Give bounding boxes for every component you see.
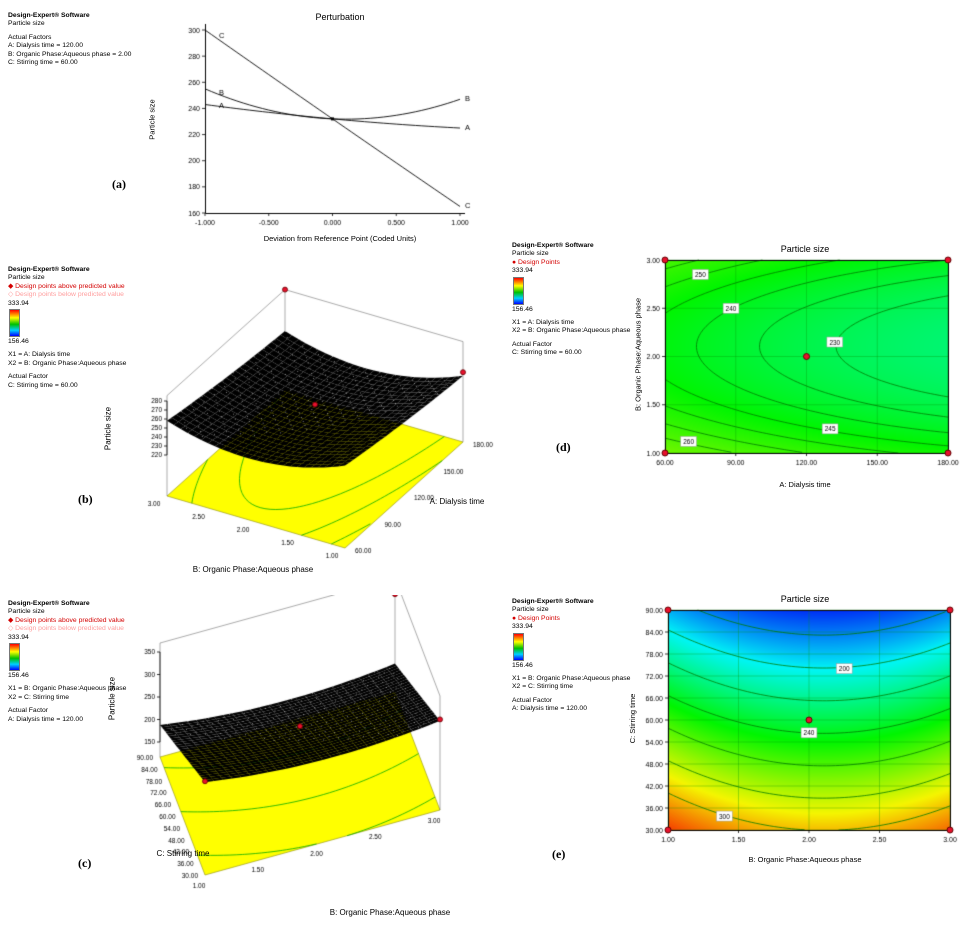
- legend-line: X1 = A: Dialysis time: [512, 319, 575, 327]
- legend-line: ● Design Points: [512, 614, 560, 622]
- legend-line: 156.46: [8, 338, 29, 346]
- x2-axis-label-surface-b: B: Organic Phase:Aqueous phase: [192, 565, 314, 574]
- panel-label-a: (a): [112, 177, 126, 191]
- legend-line: Design-Expert® Software: [8, 600, 90, 607]
- legend-line: ◇ Design points below predicted value: [8, 625, 124, 633]
- legend-line: Particle size: [8, 608, 45, 616]
- legend-line: 333.94: [8, 633, 29, 641]
- legend-line: X1 = A: Dialysis time: [8, 351, 71, 359]
- legend-line: C: Stirring time = 60.00: [8, 381, 78, 389]
- legend-panel-b: Design-Expert® Software Particle size ◆ De…: [8, 266, 193, 390]
- y-axis-label-contour-d: B: Organic Phase:Aqueous phase: [633, 298, 643, 411]
- legend-line: Actual Factor: [8, 707, 49, 715]
- chart-title-contour-e: Particle size: [780, 594, 830, 604]
- legend-panel-c: Design-Expert® Software Particle size ◆ De…: [8, 600, 193, 724]
- legend-line: Actual Factor: [512, 696, 553, 704]
- y-axis-label-contour-e: C: Stirring time: [628, 693, 637, 744]
- legend-line: Actual Factor: [8, 373, 49, 381]
- x-axis-label-perturbation: Deviation from Reference Point (Coded Un…: [263, 234, 417, 243]
- contour-plot-dialysis-vs-phase: [600, 238, 980, 500]
- perturbation-plot: [140, 8, 540, 258]
- x1-axis-label-surface-b: A: Dialysis time: [429, 497, 485, 506]
- z-axis-label-surface-b: Particle size: [103, 406, 113, 451]
- surface-plot-phase-vs-stirring: [90, 595, 520, 936]
- legend-line: ◇ Design points below predicted value: [8, 291, 124, 299]
- legend-line: X2 = C: Stirring time: [8, 693, 70, 701]
- panel-label-b: (b): [78, 492, 93, 506]
- chart-title-contour-d: Particle size: [780, 244, 830, 254]
- legend-panel-a: Design-Expert® Software Particle size Act…: [8, 12, 193, 67]
- legend-line: X1 = B: Organic Phase:Aqueous phase: [512, 675, 631, 683]
- legend-line: X2 = C: Stirring time: [512, 683, 574, 691]
- legend-line: X2 = B: Organic Phase:Aqueous phase: [8, 359, 127, 367]
- legend-line: 156.46: [512, 661, 533, 669]
- chart-title-perturbation: Perturbation: [315, 12, 365, 22]
- legend-line: A: Dialysis time = 120.00: [8, 715, 83, 723]
- legend-line: Particle size: [8, 274, 45, 282]
- y-axis-label-perturbation: Particle size: [147, 99, 157, 140]
- legend-line: Design-Expert® Software: [8, 12, 90, 19]
- legend-colorbar: [9, 309, 20, 338]
- legend-line: A: Dialysis time = 120.00: [512, 705, 587, 713]
- legend-line: 156.46: [8, 672, 29, 680]
- x-axis-label-contour-e: B: Organic Phase:Aqueous phase: [748, 855, 862, 864]
- legend-line: ◆ Design points above predicted value: [8, 616, 125, 624]
- legend-line: Actual Factor: [512, 340, 553, 348]
- legend-line: Design-Expert® Software: [512, 598, 594, 605]
- x-axis-label-contour-d: A: Dialysis time: [779, 480, 831, 489]
- legend-line: 333.94: [512, 623, 533, 631]
- x1-axis-label-surface-c: B: Organic Phase:Aqueous phase: [329, 908, 451, 917]
- legend-line: Particle size: [512, 606, 549, 614]
- legend-line: 333.94: [8, 299, 29, 307]
- legend-line: B: Organic Phase:Aqueous phase = 2.00: [8, 50, 132, 58]
- legend-line: X1 = B: Organic Phase:Aqueous phase: [8, 685, 127, 693]
- legend-line: Design-Expert® Software: [8, 266, 90, 273]
- legend-line: Design-Expert® Software: [512, 242, 594, 249]
- legend-line: X2 = B: Organic Phase:Aqueous phase: [512, 327, 631, 335]
- legend-colorbar: [9, 643, 20, 672]
- legend-line: C: Stirring time = 60.00: [512, 349, 582, 357]
- z-axis-label-surface-c: Particle size: [107, 676, 117, 721]
- surface-plot-dialysis-vs-phase: [95, 262, 525, 592]
- legend-line: A: Dialysis time = 120.00: [8, 42, 83, 50]
- panel-label-c: (c): [78, 856, 92, 870]
- panel-label-e: (e): [552, 847, 566, 861]
- legend-line: Particle size: [8, 20, 45, 28]
- legend-line: ● Design Points: [512, 258, 560, 266]
- legend-line: Actual Factors: [8, 33, 52, 41]
- x2-axis-label-surface-c: C: Stirring time: [156, 849, 210, 858]
- contour-plot-phase-vs-stirring: [600, 588, 980, 888]
- legend-line: C: Stirring time = 60.00: [8, 59, 78, 67]
- panel-label-d: (d): [556, 440, 571, 454]
- legend-line: ◆ Design points above predicted value: [8, 282, 125, 290]
